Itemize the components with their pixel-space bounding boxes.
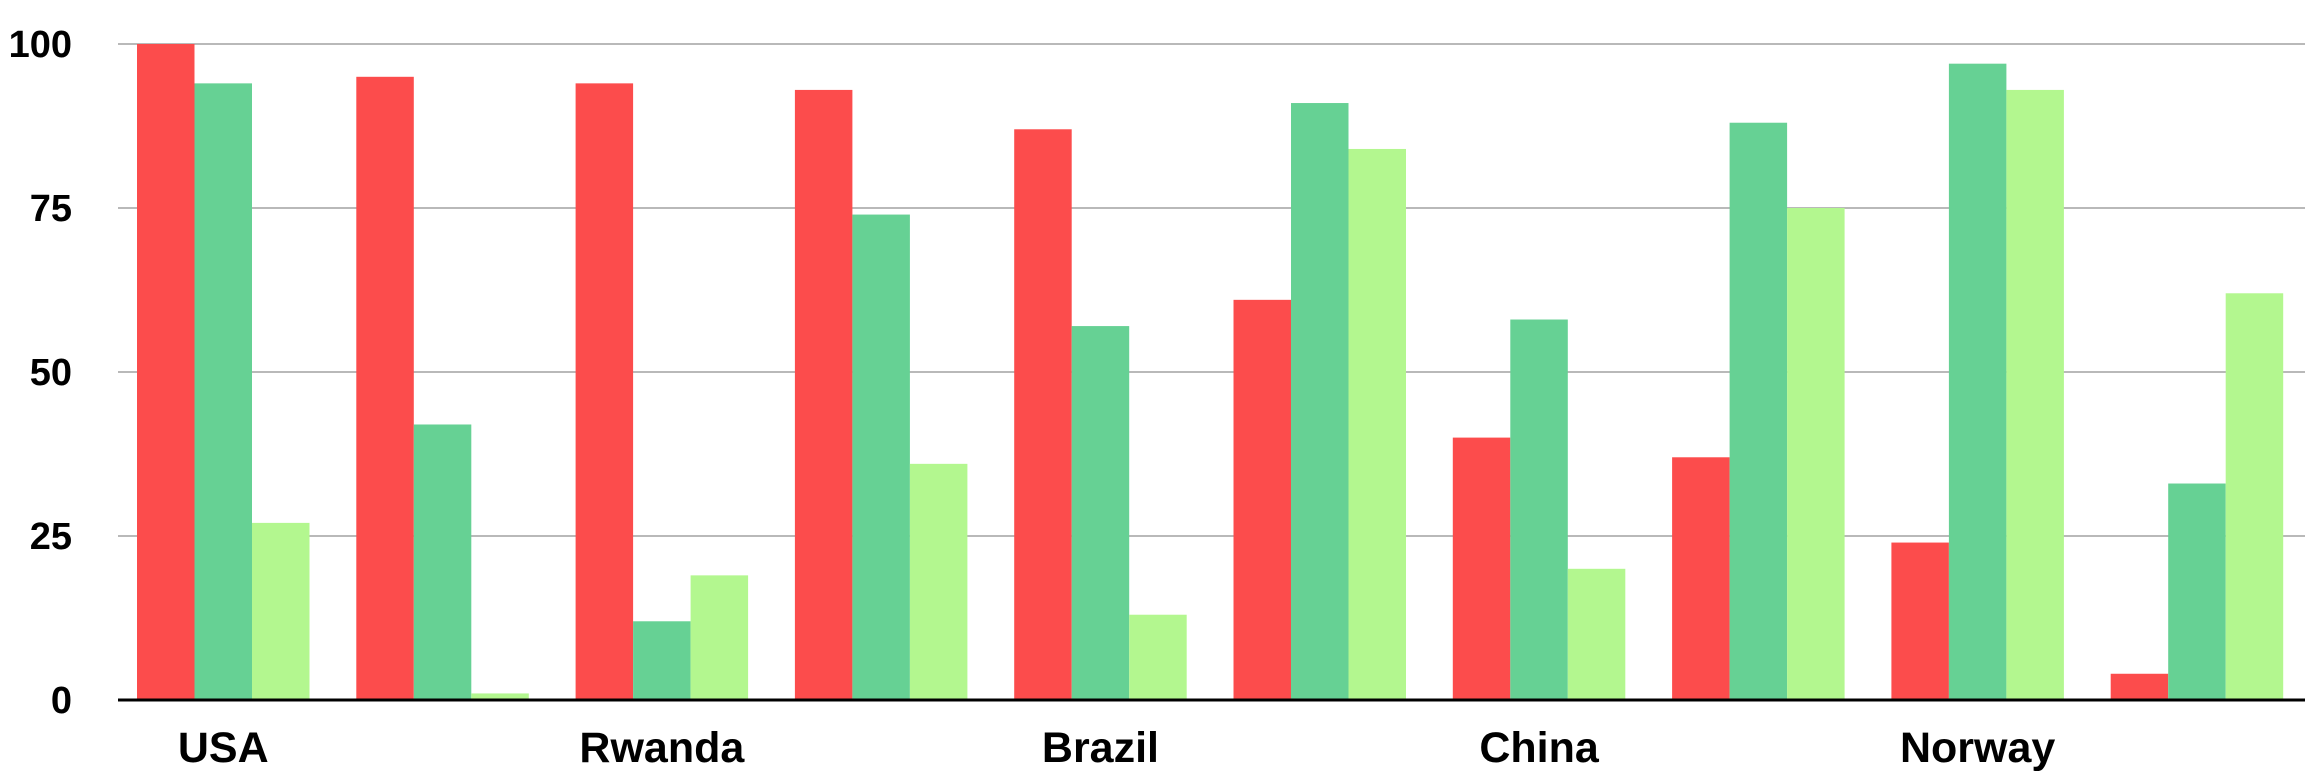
bars	[137, 44, 2284, 701]
bar-group6-series1	[1233, 299, 1291, 700]
bar-group2-series3	[471, 693, 529, 700]
bar-group2-series2	[413, 424, 472, 700]
bar-group1-series2	[194, 83, 252, 701]
bar-group6-series3	[1348, 148, 1406, 700]
bar-group9-series1	[1891, 542, 1949, 700]
bar-group1-series1	[137, 44, 195, 700]
bar-group8-series2	[1729, 122, 1788, 701]
bar-group4-series3	[909, 463, 968, 700]
bar-group6-series2	[1291, 103, 1349, 701]
y-tick-label-50: 50	[30, 352, 72, 394]
bar-group10-series3	[2225, 293, 2284, 700]
bar-group5-series1	[1014, 129, 1072, 700]
bar-group5-series3	[1129, 614, 1187, 700]
y-axis-tick-labels: 0 25 50 75 100	[9, 24, 72, 722]
bar-group2-series1	[356, 76, 414, 701]
bar-group9-series3	[2006, 89, 2064, 701]
bar-group9-series2	[1948, 63, 2007, 701]
bar-group5-series2	[1071, 326, 1130, 700]
bar-group10-series2	[2168, 483, 2226, 700]
bar-group10-series1	[2110, 673, 2169, 700]
y-tick-label-25: 25	[30, 516, 72, 558]
bar-group4-series1	[794, 89, 853, 701]
bar-group1-series3	[252, 522, 310, 700]
y-tick-label-100: 100	[9, 24, 72, 66]
bar-group8-series3	[1787, 208, 1845, 700]
bar-group3-series2	[633, 621, 691, 700]
bar-group4-series2	[852, 214, 910, 700]
bar-group7-series3	[1567, 568, 1626, 700]
x-category-label: China	[1479, 724, 1600, 772]
bar-group7-series2	[1510, 319, 1568, 700]
y-tick-label-75: 75	[30, 188, 72, 230]
x-category-label: Rwanda	[579, 724, 745, 772]
x-axis-category-labels: USA Rwanda Brazil China Norway	[178, 724, 2056, 772]
bar-group3-series1	[575, 83, 634, 701]
bar-group7-series1	[1452, 437, 1511, 700]
bar-group3-series3	[690, 575, 749, 700]
y-tick-label-0: 0	[51, 680, 72, 722]
x-category-label: Norway	[1900, 724, 2055, 772]
x-category-label: USA	[178, 724, 269, 772]
gridlines	[118, 43, 2305, 537]
x-category-label: Brazil	[1042, 724, 1159, 772]
bar-group8-series1	[1672, 457, 1730, 700]
